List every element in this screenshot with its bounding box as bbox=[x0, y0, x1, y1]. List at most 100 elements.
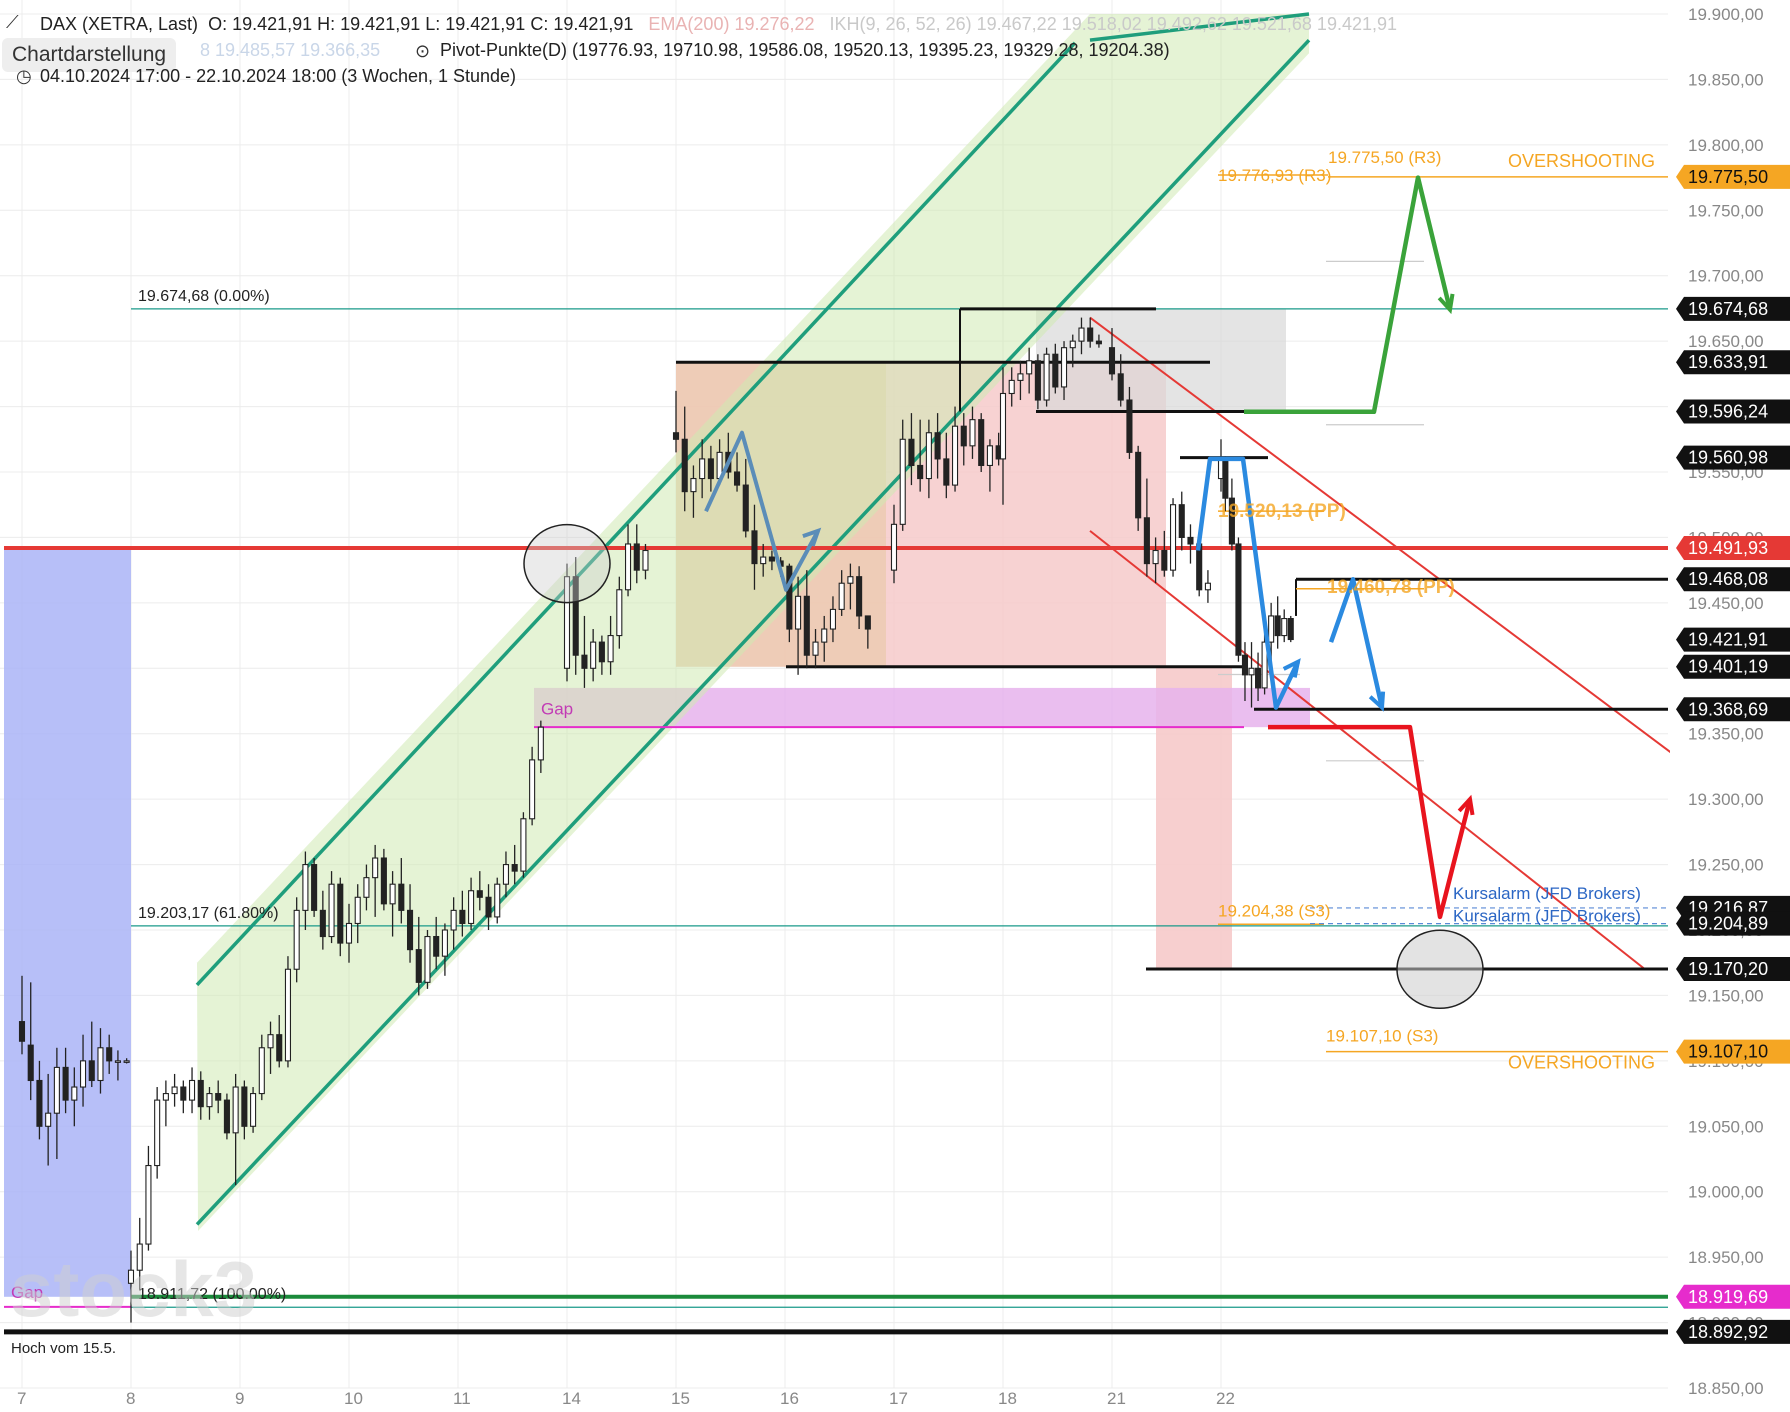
date-tick: 18 bbox=[998, 1389, 1017, 1408]
candles bbox=[18, 317, 1294, 1323]
candle-body bbox=[433, 935, 440, 957]
price-tick: 19.850,00 bbox=[1688, 70, 1764, 89]
level-lines bbox=[4, 12, 1673, 1335]
candle-body bbox=[1017, 373, 1024, 381]
candle-body bbox=[760, 556, 767, 565]
date-tick: 7 bbox=[17, 1389, 26, 1408]
fib-label: 18.911,72 (100.00%) bbox=[138, 1286, 286, 1303]
candle-body bbox=[250, 1093, 257, 1127]
candle-body bbox=[633, 543, 640, 571]
price-badge-label: 19.170,20 bbox=[1688, 959, 1768, 979]
price-tick: 19.700,00 bbox=[1688, 267, 1764, 286]
candle-body bbox=[276, 1034, 283, 1062]
candle-body bbox=[162, 1093, 169, 1101]
ikh-legend: IKH(9, 26, 52, 26) 19.467,22 19.518,02 1… bbox=[829, 14, 1398, 34]
candle-body bbox=[838, 582, 845, 610]
price-tick: 18.850,00 bbox=[1688, 1379, 1764, 1398]
highlight-circle-top bbox=[523, 523, 611, 604]
candle-body bbox=[795, 595, 802, 630]
candle-body bbox=[598, 641, 605, 663]
candle-body bbox=[520, 818, 527, 872]
gap-label: Gap bbox=[541, 700, 573, 719]
price-tick: 19.350,00 bbox=[1688, 725, 1764, 744]
candle-body bbox=[1228, 497, 1235, 545]
candle-body bbox=[114, 1060, 121, 1063]
date-tick: 15 bbox=[671, 1389, 690, 1408]
price-badge-label: 18.892,92 bbox=[1688, 1322, 1768, 1342]
price-badge-label: 19.674,68 bbox=[1688, 299, 1768, 319]
ema-legend: EMA(200) 19.276,22 bbox=[648, 14, 815, 34]
date-axis: 7 8 9 10 11 14 15 16 17 18 21 22 bbox=[17, 1389, 1235, 1408]
price-badge bbox=[1676, 1039, 1790, 1064]
candle-body bbox=[18, 1021, 26, 1042]
candle-body bbox=[468, 890, 475, 925]
candle-body bbox=[1281, 618, 1288, 637]
candle-body bbox=[1178, 504, 1185, 538]
candle-body bbox=[1043, 353, 1050, 401]
candle-body bbox=[572, 576, 579, 656]
price-axis: 19.900,00 19.850,00 19.800,00 19.750,00 19.7… bbox=[1670, 0, 1790, 1412]
price-tick: 19.000,00 bbox=[1688, 1183, 1764, 1202]
candle-body bbox=[97, 1047, 104, 1082]
candle-body bbox=[45, 1112, 52, 1127]
candle-body bbox=[590, 641, 597, 669]
candle-body bbox=[459, 909, 466, 925]
candle-body bbox=[302, 864, 309, 911]
candle-body bbox=[978, 419, 985, 467]
fib-label: 19.203,17 (61.80%) bbox=[138, 905, 279, 922]
candle-body bbox=[1274, 615, 1281, 637]
candle-body bbox=[1241, 654, 1249, 676]
price-badge bbox=[1676, 296, 1790, 321]
price-badge bbox=[1676, 627, 1790, 652]
candle-body bbox=[27, 1044, 34, 1082]
highlight-circle-bottom bbox=[1396, 929, 1484, 1010]
eye-icon[interactable]: ⊙ bbox=[415, 41, 431, 61]
red-arrow-head bbox=[1457, 794, 1475, 816]
price-tick: 19.250,00 bbox=[1688, 856, 1764, 875]
price-tick: 18.950,00 bbox=[1688, 1248, 1764, 1267]
candle-body bbox=[337, 883, 344, 944]
steel-arrow bbox=[704, 430, 820, 592]
pivot-label: 19.776,93 (R3) bbox=[1218, 166, 1331, 185]
candle-body bbox=[136, 1243, 143, 1271]
candle-body bbox=[319, 909, 326, 938]
price-badge bbox=[1676, 350, 1790, 375]
red-channel-lower bbox=[1089, 530, 1646, 971]
candle-body bbox=[1052, 353, 1059, 388]
candle-body bbox=[206, 1093, 213, 1108]
candle-body bbox=[328, 883, 335, 938]
price-badge-label: 19.775,50 bbox=[1688, 167, 1768, 187]
candle-body bbox=[581, 654, 588, 669]
chart-tool-icon[interactable]: ⟋ bbox=[6, 12, 19, 32]
price-badge-label: 19.421,91 bbox=[1688, 630, 1768, 650]
candle-body bbox=[1255, 667, 1262, 689]
candle-body bbox=[925, 432, 932, 480]
ikh-second-row: 8 19.485,57 19.366,35 bbox=[200, 40, 381, 60]
price-badge bbox=[1676, 399, 1790, 424]
candle-body bbox=[1095, 340, 1102, 345]
candle-body bbox=[62, 1066, 69, 1101]
price-badge bbox=[1676, 1319, 1790, 1344]
price-badge-label: 19.596,24 bbox=[1688, 401, 1768, 421]
date-tick: 14 bbox=[562, 1389, 581, 1408]
candle-body bbox=[616, 589, 623, 637]
candle-body bbox=[494, 883, 501, 918]
candle-body bbox=[223, 1099, 230, 1134]
candle-body bbox=[1152, 549, 1159, 565]
price-tick: 19.750,00 bbox=[1688, 201, 1764, 220]
candle-body bbox=[380, 857, 387, 905]
chart-type-button[interactable]: Chartdarstellung bbox=[2, 38, 177, 72]
candle-body bbox=[36, 1079, 43, 1127]
candle-body bbox=[1287, 618, 1294, 641]
candle-body bbox=[742, 484, 749, 532]
candle-body bbox=[1078, 327, 1085, 342]
price-badge-label: 19.368,69 bbox=[1688, 699, 1768, 719]
price-badge-label: 19.491,93 bbox=[1688, 538, 1768, 558]
price-badge bbox=[1676, 956, 1790, 981]
candle-body bbox=[372, 857, 379, 879]
candle-body bbox=[537, 726, 544, 761]
candle-body bbox=[690, 477, 697, 493]
candle-body bbox=[53, 1066, 60, 1114]
kursalarm-label: Kursalarm (JFD Brokers) bbox=[1453, 907, 1641, 926]
